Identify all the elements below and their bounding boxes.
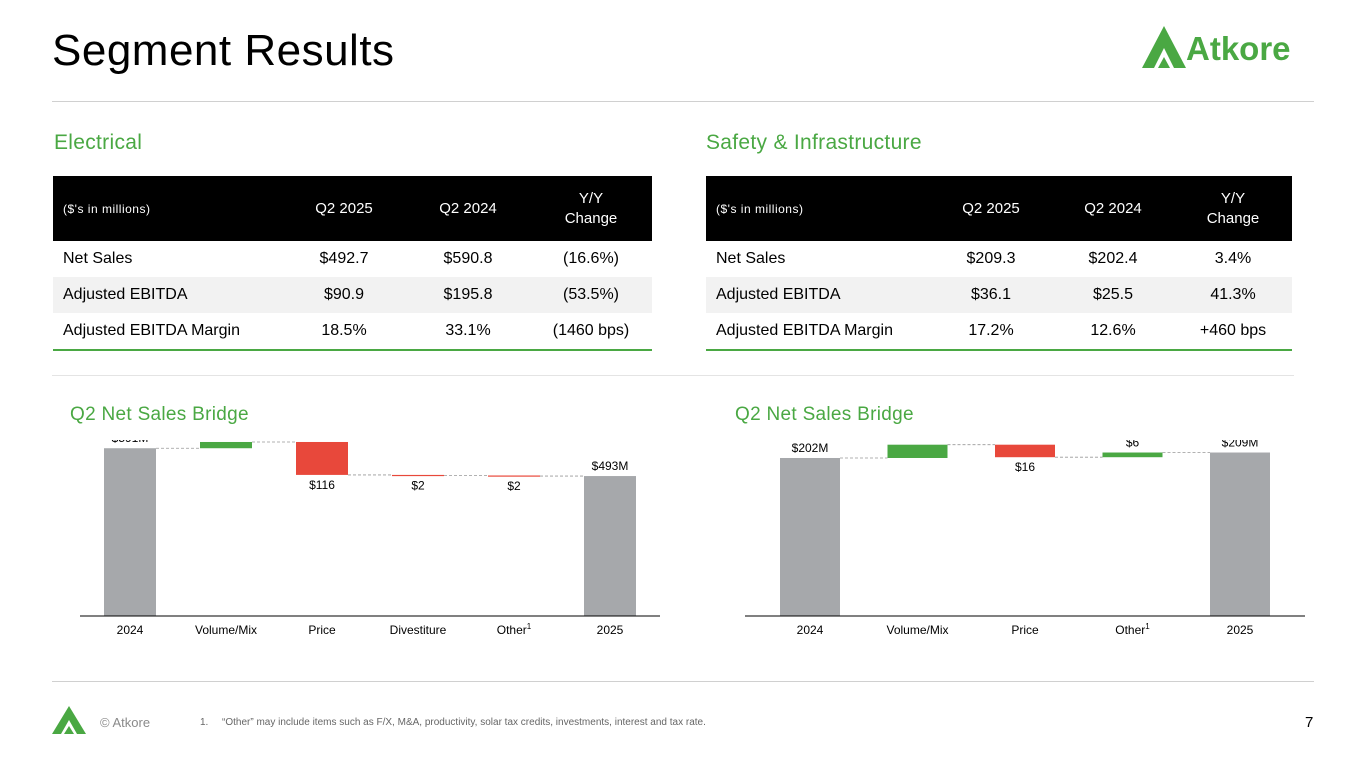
footer-divider [52, 681, 1314, 682]
data-label: $16 [1015, 460, 1035, 474]
waterfall-bar [1102, 452, 1163, 458]
table-cell: 33.1% [406, 313, 530, 351]
table-cell: $202.4 [1088, 250, 1138, 267]
electrical-title: Electrical [54, 131, 143, 154]
category-label: Other1 [497, 622, 532, 637]
table-cell: $36.1 [930, 277, 1052, 313]
table-row: Adjusted EBITDA $90.9 $195.8 (53.5%) [53, 277, 652, 313]
footnote-number: 1. [200, 717, 209, 728]
table-cell: 17.2% [930, 313, 1052, 351]
row-label: Net Sales [63, 250, 133, 267]
data-label: $2 [411, 478, 425, 492]
page-number: 7 [1305, 714, 1314, 731]
waterfall-bar [887, 444, 948, 458]
atkore-logo: Atkore [1142, 24, 1316, 70]
footnote-superscript: 1 [1145, 622, 1150, 631]
row-label: Adjusted EBITDA Margin [706, 313, 930, 351]
table-cell: 18.5% [282, 313, 406, 351]
waterfall-bar [995, 444, 1055, 458]
data-label: $209M [1222, 440, 1259, 450]
row-label: Net Sales [716, 250, 786, 267]
col-header-q2-2024: Q2 2024 [406, 176, 530, 241]
data-label: $202M [792, 441, 829, 455]
col-header-yy-change: Y/Y Change [530, 176, 652, 241]
category-label: Price [1011, 623, 1039, 637]
table-cell: 12.6% [1052, 313, 1174, 351]
data-label: $2 [507, 479, 521, 493]
waterfall-bar [296, 441, 348, 475]
chart-title-electrical: Q2 Net Sales Bridge [70, 404, 249, 425]
table-header-row: ($'s in millions) Q2 2025 Q2 2024 Y/Y Ch… [706, 176, 1292, 241]
atkore-logo-wordmark: Atkore [1186, 30, 1291, 67]
copyright: © Atkore [100, 715, 151, 730]
table-cell: $590.8 [443, 250, 493, 267]
electrical-sales-bridge-chart: $591M2024$22Volume/Mix$116Price$2Divesti… [80, 440, 660, 637]
table-cell: +460 bps [1174, 313, 1292, 351]
table-cell: (1460 bps) [530, 313, 652, 351]
data-label: $17 [907, 440, 927, 442]
category-label: Divestiture [390, 623, 447, 637]
atkore-triangle-icon [52, 706, 86, 734]
table-row: Adjusted EBITDA Margin 17.2% 12.6% +460 … [706, 313, 1292, 351]
footnote-text: “Other” may include items such as F/X, M… [222, 717, 706, 728]
waterfall-bar [780, 457, 840, 616]
atkore-logo-mark: Atkore [1142, 26, 1291, 68]
col-header-q2-2024: Q2 2024 [1052, 176, 1174, 241]
table-cell: 41.3% [1174, 277, 1292, 313]
data-label: $591M [112, 440, 149, 445]
section-divider [52, 375, 1294, 376]
row-label: Adjusted EBITDA [706, 277, 930, 313]
units-label: ($'s in millions) [706, 176, 930, 241]
safety-table: ($'s in millions) Q2 2025 Q2 2024 Y/Y Ch… [706, 176, 1292, 351]
category-label: Volume/Mix [886, 623, 948, 637]
table-cell: (53.5%) [530, 277, 652, 313]
data-label: $493M [592, 459, 629, 473]
category-label: 2024 [117, 623, 144, 637]
row-label: Adjusted EBITDA [53, 277, 282, 313]
table-row: Adjusted EBITDA Margin 18.5% 33.1% (1460… [53, 313, 652, 351]
waterfall-bar [1210, 452, 1270, 616]
units-label: ($'s in millions) [53, 176, 282, 241]
row-label: Adjusted EBITDA Margin [53, 313, 282, 351]
col-header-yy-change: Y/Y Change [1174, 176, 1292, 241]
chart-title-safety: Q2 Net Sales Bridge [735, 404, 914, 425]
atkore-footer-logo [52, 705, 90, 735]
data-label: $116 [309, 478, 335, 492]
table-cell: $25.5 [1052, 277, 1174, 313]
footnote-superscript: 1 [527, 622, 532, 631]
category-label: 2025 [1227, 623, 1254, 637]
category-label: Other1 [1115, 622, 1150, 637]
safety-title: Safety & Infrastructure [706, 131, 922, 154]
category-label: 2025 [597, 623, 624, 637]
table-row: Adjusted EBITDA $36.1 $25.5 41.3% [706, 277, 1292, 313]
waterfall-bar [584, 476, 636, 616]
table-cell: (16.6%) [562, 250, 620, 267]
category-label: Volume/Mix [195, 623, 257, 637]
data-label: $6 [1126, 440, 1140, 450]
table-cell: $195.8 [406, 277, 530, 313]
category-label: 2024 [797, 623, 824, 637]
waterfall-bar [200, 441, 252, 449]
safety-sales-bridge-chart: $202M 2024 $17 Volume/Mix $16 Price $6 Other1 $2… [745, 440, 1305, 637]
table-cell: 3.4% [1214, 250, 1252, 267]
table-header-row: ($'s in millions) Q2 2025 Q2 2024 Y/Y Ch… [53, 176, 652, 241]
page-title: Segment Results [52, 26, 395, 75]
table-cell: $492.7 [319, 250, 369, 267]
category-label: Price [308, 623, 336, 637]
waterfall-bar [392, 474, 444, 477]
table-cell: $209.3 [966, 250, 1016, 267]
table-cell: $90.9 [282, 277, 406, 313]
table-row: Net Sales $209.3 $202.4 3.4% [706, 241, 1292, 277]
waterfall-bar [104, 448, 156, 616]
electrical-table: ($'s in millions) Q2 2025 Q2 2024 Y/Y Ch… [53, 176, 652, 351]
waterfall-bar [488, 475, 540, 477]
col-header-q2-2025: Q2 2025 [930, 176, 1052, 241]
header-divider [52, 101, 1314, 102]
col-header-q2-2025: Q2 2025 [282, 176, 406, 241]
table-row: Net Sales $492.7 $590.8 (16.6%) [53, 241, 652, 277]
